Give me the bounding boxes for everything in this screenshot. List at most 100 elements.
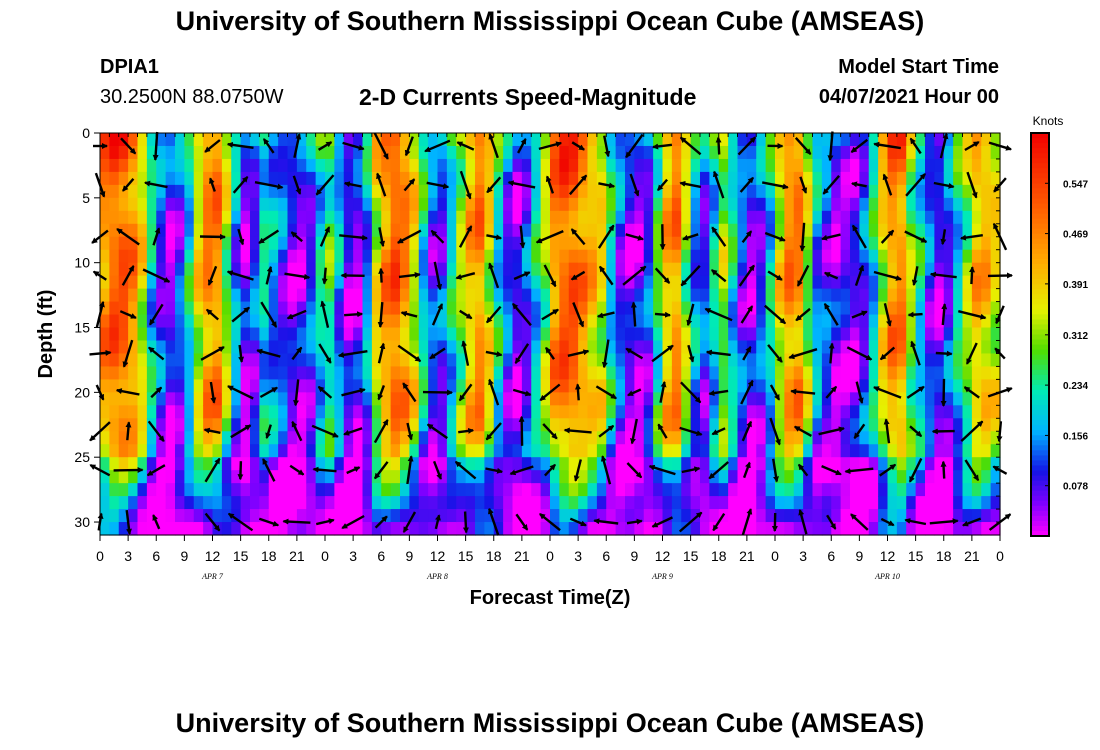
heatmap-cell [343, 171, 354, 186]
heatmap-cell [887, 366, 898, 380]
heatmap-cell [887, 145, 898, 160]
heatmap-cell [475, 171, 485, 186]
heatmap-cell [971, 249, 982, 264]
heatmap-cell [100, 145, 110, 160]
heatmap-cell [990, 457, 1001, 471]
heatmap-cell [531, 158, 542, 173]
heatmap-cell [925, 288, 935, 303]
heatmap-cell [400, 366, 410, 380]
heatmap-cell [906, 210, 917, 225]
current-arrow [429, 347, 446, 360]
heatmap-cell [512, 405, 523, 419]
heatmap-cell [681, 470, 692, 484]
y-tick-label: 20 [74, 384, 90, 400]
current-arrow [116, 228, 140, 246]
heatmap-cell [146, 197, 157, 212]
current-arrow [204, 139, 221, 153]
colorbar-segment [1031, 243, 1049, 250]
heatmap-cell [634, 522, 645, 536]
heatmap-cell [128, 288, 139, 303]
heatmap-cell [306, 197, 317, 212]
heatmap-cell [850, 262, 860, 277]
heatmap-cell [334, 249, 345, 264]
heatmap-cell [887, 509, 898, 523]
heatmap-cell [793, 444, 804, 458]
heatmap-cell [128, 275, 139, 290]
heatmap-cell [831, 457, 842, 471]
heatmap-cell [193, 171, 204, 186]
heatmap-cell [793, 418, 804, 432]
heatmap-cell [746, 496, 757, 510]
x-tick-label: 0 [96, 548, 104, 564]
heatmap-cell [400, 249, 410, 264]
heatmap-cell [353, 522, 364, 536]
heatmap-cell [615, 379, 626, 393]
heatmap-cell [184, 379, 195, 393]
heatmap-cell [718, 210, 729, 225]
heatmap-cell [887, 379, 898, 393]
heatmap-cell [756, 262, 767, 277]
heatmap-cell [840, 457, 851, 471]
heatmap-cell [287, 353, 298, 368]
current-arrow [398, 272, 421, 279]
heatmap-cell [587, 522, 598, 536]
heatmap-cell [184, 509, 195, 523]
heatmap-cell [943, 223, 954, 238]
heatmap-cell [718, 418, 729, 432]
heatmap-cell [953, 444, 964, 458]
heatmap-cell [915, 275, 926, 290]
heatmap-cell [221, 444, 232, 458]
heatmap-cell [643, 496, 654, 510]
heatmap-cell [409, 288, 420, 303]
heatmap-cell [428, 171, 439, 186]
heatmap-cell [709, 405, 720, 419]
heatmap-cell [671, 314, 682, 329]
heatmap-cell [128, 314, 139, 329]
heatmap-cell [484, 158, 495, 173]
heatmap-cell [953, 392, 964, 406]
heatmap-cell [840, 405, 851, 419]
heatmap-cell [681, 197, 692, 212]
heatmap-cell [296, 470, 307, 484]
heatmap-cell [868, 483, 879, 497]
heatmap-cell [615, 275, 626, 290]
heatmap-cell [765, 353, 776, 368]
heatmap-cell [765, 288, 776, 303]
current-arrow [625, 233, 644, 241]
heatmap-cell [775, 275, 785, 290]
heatmap-cell [718, 522, 729, 536]
heatmap-cell [915, 223, 926, 238]
heatmap-cell [325, 236, 335, 251]
current-arrow [402, 511, 417, 533]
heatmap-cell [925, 431, 935, 445]
heatmap-cell [643, 444, 654, 458]
heatmap-cell [718, 457, 729, 471]
heatmap-cell [596, 496, 607, 510]
heatmap-cell [962, 133, 973, 147]
heatmap-cell [859, 379, 870, 393]
heatmap-cell [868, 509, 879, 523]
heatmap-cell [278, 470, 289, 484]
heatmap-cell [690, 171, 701, 186]
current-arrow [125, 509, 132, 535]
heatmap-cell [362, 184, 373, 199]
heatmap-cell [362, 379, 373, 393]
heatmap-cell [653, 379, 664, 393]
heatmap-cell [400, 483, 410, 497]
heatmap-cell [540, 470, 551, 484]
heatmap-cell [925, 327, 935, 342]
heatmap-cell [390, 431, 401, 445]
heatmap-cell [437, 470, 448, 484]
heatmap-cell [981, 483, 992, 497]
colorbar-segment [1031, 269, 1049, 275]
heatmap-cell [240, 236, 251, 251]
heatmap-cell [887, 327, 898, 342]
heatmap-cell [475, 236, 485, 251]
heatmap-cell [428, 145, 439, 160]
heatmap-cell [859, 405, 870, 419]
heatmap-cell [906, 262, 917, 277]
heatmap-cell [315, 405, 326, 419]
heatmap-cell [671, 236, 682, 251]
heatmap-cell [915, 158, 926, 173]
heatmap-cell [840, 353, 851, 368]
